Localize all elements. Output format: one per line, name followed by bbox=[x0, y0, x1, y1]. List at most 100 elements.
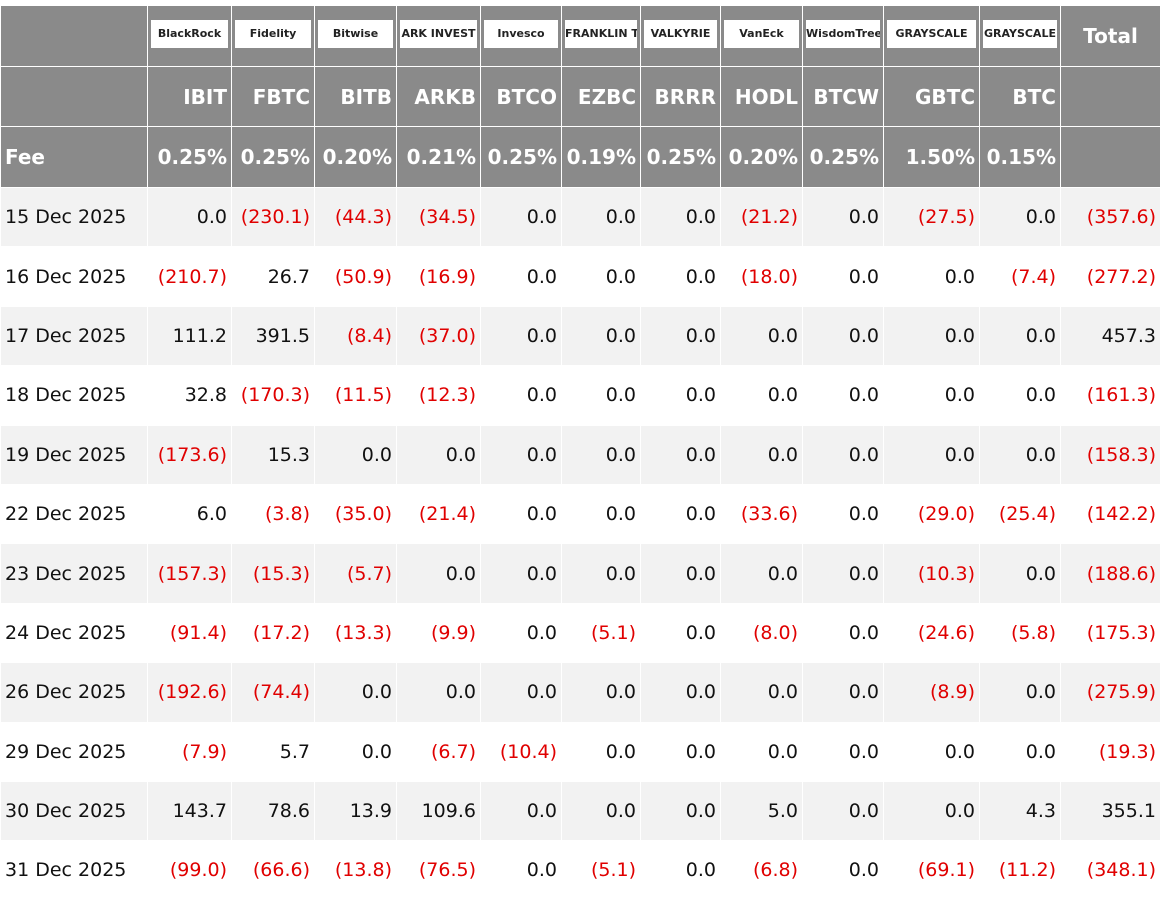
fund-logo: GRAYSCALE bbox=[887, 19, 976, 48]
empty-cell bbox=[0, 66, 148, 127]
flow-value: 0.0 bbox=[561, 305, 641, 367]
flow-total: (277.2) bbox=[1060, 246, 1161, 307]
flow-total: (348.1) bbox=[1060, 840, 1161, 901]
flow-value: (29.0) bbox=[883, 483, 980, 545]
flow-value: 0.0 bbox=[396, 424, 481, 485]
total-header: Total bbox=[1060, 5, 1161, 67]
ticker: GBTC bbox=[883, 66, 980, 127]
flow-value: (5.8) bbox=[979, 602, 1061, 664]
flow-value: 0.0 bbox=[480, 780, 562, 842]
flow-value: 0.0 bbox=[561, 483, 641, 545]
flow-value: 0.0 bbox=[802, 840, 884, 901]
ticker: BTC bbox=[979, 66, 1061, 127]
flow-value: 5.0 bbox=[720, 780, 803, 842]
flow-value: 0.0 bbox=[640, 662, 721, 723]
flow-value: (50.9) bbox=[314, 246, 397, 307]
flow-value: (11.5) bbox=[314, 365, 397, 426]
flow-value: 0.0 bbox=[480, 424, 562, 485]
flow-value: (10.3) bbox=[883, 543, 980, 604]
date: 30 Dec 2025 bbox=[0, 780, 148, 842]
flow-value: (230.1) bbox=[231, 186, 315, 248]
flow-value: 0.0 bbox=[480, 246, 562, 307]
flow-table: BlackRock Fidelity Bitwise ARK INVEST Invesc… bbox=[0, 5, 1161, 901]
logo-row: BlackRock Fidelity Bitwise ARK INVEST Invesc… bbox=[0, 5, 1161, 67]
flow-value: (24.6) bbox=[883, 602, 980, 664]
flow-value: 0.0 bbox=[314, 721, 397, 782]
flow-value: 0.0 bbox=[720, 424, 803, 485]
fee-label: Fee bbox=[0, 126, 148, 188]
flow-value: (13.3) bbox=[314, 602, 397, 664]
fee-row: Fee 0.25% 0.25% 0.20% 0.21% 0.25% 0.19% 0.25% 0.… bbox=[0, 126, 1161, 188]
flow-value: (210.7) bbox=[147, 246, 232, 307]
flow-value: (99.0) bbox=[147, 840, 232, 901]
fee-value: 0.19% bbox=[561, 126, 641, 188]
flow-row: 29 Dec 2025 (7.9) 5.7 0.0 (6.7) (10.4) 0.0 0.0 0… bbox=[0, 721, 1161, 782]
flow-value: 0.0 bbox=[561, 365, 641, 426]
flow-value: (5.1) bbox=[561, 840, 641, 901]
flow-value: (21.4) bbox=[396, 483, 481, 545]
flow-value: (10.4) bbox=[480, 721, 562, 782]
flow-total: (188.6) bbox=[1060, 543, 1161, 604]
flow-value: 0.0 bbox=[396, 543, 481, 604]
flow-value: (8.4) bbox=[314, 305, 397, 367]
fund-logo: VanEck bbox=[724, 19, 799, 48]
flow-row: 17 Dec 2025 111.2 391.5 (8.4) (37.0) 0.0 0.0 0.… bbox=[0, 305, 1161, 367]
ticker: BTCW bbox=[802, 66, 884, 127]
flow-table-wrap: BlackRock Fidelity Bitwise ARK INVEST Invesc… bbox=[0, 5, 1161, 901]
flow-value: 0.0 bbox=[883, 424, 980, 485]
flow-value: (12.3) bbox=[396, 365, 481, 426]
flow-value: 0.0 bbox=[480, 365, 562, 426]
flow-value: (76.5) bbox=[396, 840, 481, 901]
flow-value: (15.3) bbox=[231, 543, 315, 604]
flow-total: (158.3) bbox=[1060, 424, 1161, 485]
table-header: BlackRock Fidelity Bitwise ARK INVEST Invesc… bbox=[0, 5, 1161, 188]
flow-value: 0.0 bbox=[883, 721, 980, 782]
flow-value: 109.6 bbox=[396, 780, 481, 842]
flow-value: (66.6) bbox=[231, 840, 315, 901]
flow-value: 0.0 bbox=[979, 662, 1061, 723]
flow-value: 0.0 bbox=[802, 186, 884, 248]
flow-value: 0.0 bbox=[883, 246, 980, 307]
flow-value: 0.0 bbox=[979, 424, 1061, 485]
flow-value: 26.7 bbox=[231, 246, 315, 307]
logo-cell: FRANKLIN TEMPLETON bbox=[561, 5, 641, 67]
fee-value: 0.25% bbox=[802, 126, 884, 188]
ticker: IBIT bbox=[147, 66, 232, 127]
flow-value: 0.0 bbox=[979, 543, 1061, 604]
flow-value: 0.0 bbox=[314, 424, 397, 485]
fee-value: 0.20% bbox=[314, 126, 397, 188]
flow-value: 0.0 bbox=[979, 721, 1061, 782]
table-body: 15 Dec 2025 0.0 (230.1) (44.3) (34.5) 0.0 0.0 0… bbox=[0, 186, 1161, 901]
flow-row: 24 Dec 2025 (91.4) (17.2) (13.3) (9.9) 0.0 (5.… bbox=[0, 602, 1161, 664]
flow-value: (5.7) bbox=[314, 543, 397, 604]
flow-value: (16.9) bbox=[396, 246, 481, 307]
flow-value: (33.6) bbox=[720, 483, 803, 545]
logo-cell: GRAYSCALE bbox=[883, 5, 980, 67]
logo-cell: GRAYSCALE bbox=[979, 5, 1061, 67]
flow-total: (19.3) bbox=[1060, 721, 1161, 782]
flow-value: (21.2) bbox=[720, 186, 803, 248]
logo-cell: WisdomTree bbox=[802, 5, 884, 67]
flow-value: 4.3 bbox=[979, 780, 1061, 842]
flow-value: 32.8 bbox=[147, 365, 232, 426]
logo-cell: VanEck bbox=[720, 5, 803, 67]
flow-value: 0.0 bbox=[979, 305, 1061, 367]
flow-value: (9.9) bbox=[396, 602, 481, 664]
date: 19 Dec 2025 bbox=[0, 424, 148, 485]
flow-value: 0.0 bbox=[802, 365, 884, 426]
logo-cell: Bitwise bbox=[314, 5, 397, 67]
flow-value: 0.0 bbox=[480, 186, 562, 248]
flow-value: 0.0 bbox=[979, 186, 1061, 248]
date: 24 Dec 2025 bbox=[0, 602, 148, 664]
flow-value: 13.9 bbox=[314, 780, 397, 842]
ticker: BTCO bbox=[480, 66, 562, 127]
fund-logo: VALKYRIE bbox=[644, 19, 717, 48]
flow-row: 19 Dec 2025 (173.6) 15.3 0.0 0.0 0.0 0.0 0.0 0.0… bbox=[0, 424, 1161, 485]
flow-row: 31 Dec 2025 (99.0) (66.6) (13.8) (76.5) 0.0 (5… bbox=[0, 840, 1161, 901]
fund-logo: Fidelity bbox=[235, 19, 311, 48]
flow-value: 0.0 bbox=[640, 780, 721, 842]
ticker: BITB bbox=[314, 66, 397, 127]
ticker: ARKB bbox=[396, 66, 481, 127]
flow-value: (17.2) bbox=[231, 602, 315, 664]
flow-value: 0.0 bbox=[640, 365, 721, 426]
